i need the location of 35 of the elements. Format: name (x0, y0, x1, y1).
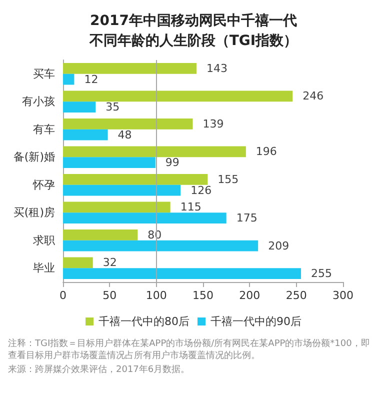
legend-label: 千禧一代中的80后 (98, 315, 190, 328)
data-label: 126 (190, 184, 212, 197)
y-tick-label: 买(租)房 (13, 206, 55, 220)
chart-title: 2017年中国移动网民中千禧一代不同年龄的人生阶段（TGI指数） (88, 12, 298, 49)
legend-label: 千禧一代中的90后 (210, 315, 302, 328)
data-label: 35 (106, 100, 120, 114)
x-tick-label: 0 (60, 289, 66, 302)
x-tick-label: 200 (239, 289, 260, 302)
data-label: 139 (202, 117, 224, 130)
x-tick-label: 300 (332, 289, 354, 302)
data-label: 246 (302, 90, 324, 103)
data-label: 12 (84, 72, 98, 86)
data-label: 155 (218, 172, 239, 186)
x-tick-label: 50 (102, 289, 117, 302)
y-tick-label: 备(新)婚 (13, 150, 55, 164)
y-tick-label: 求职 (33, 234, 55, 247)
data-label: 175 (236, 212, 258, 225)
y-tick-label: 有小孩 (22, 95, 55, 108)
data-label: 196 (256, 145, 277, 158)
y-tick-label: 买车 (33, 67, 55, 80)
x-tick-label: 100 (146, 289, 167, 302)
y-tick-label: 有车 (33, 122, 55, 136)
data-label: 32 (102, 256, 117, 270)
text: 注释：TGI指数＝目标用户群体在某APP的市场份额/所有网民在某APP的市场份额*100，即查看目标用户群市场覆盖情况占所有用户市场覆盖情况的比例。 (8, 338, 370, 361)
y-tick-label: 毕业 (33, 262, 55, 275)
data-label: 255 (311, 267, 332, 280)
data-label: 209 (268, 239, 290, 252)
data-label: 115 (180, 200, 202, 214)
x-tick-label: 150 (192, 289, 214, 302)
data-label: 48 (118, 128, 132, 142)
data-label: 99 (165, 156, 180, 170)
y-tick-label: 怀孕 (32, 178, 55, 192)
source-note: 来源：跨屏媒介效果评估，2017年6月数据。 (8, 364, 190, 375)
data-label: 143 (206, 62, 228, 75)
x-tick-label: 250 (286, 289, 307, 302)
